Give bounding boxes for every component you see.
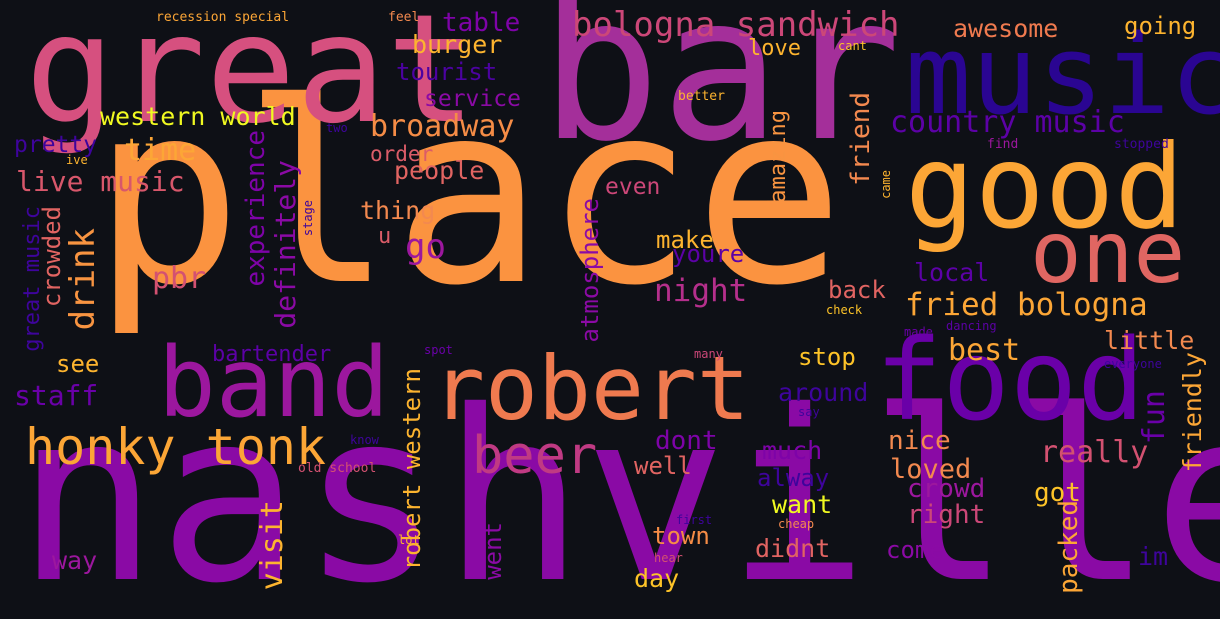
- word-well: well: [634, 452, 692, 480]
- word-local: local: [914, 258, 990, 287]
- word-little: little: [1104, 326, 1195, 355]
- word-staff: staff: [14, 379, 99, 412]
- word-nice: nice: [888, 426, 951, 456]
- word-dont: dont: [655, 426, 718, 456]
- word-amazing: amazing: [766, 110, 791, 203]
- word-visit: visit: [255, 500, 290, 591]
- word-awesome: awesome: [953, 14, 1059, 43]
- word-pretty: pretty: [14, 132, 98, 158]
- word-go: go: [405, 227, 446, 267]
- word-know: know: [350, 433, 379, 447]
- word-order: order: [370, 142, 434, 166]
- word-two: two: [326, 121, 348, 135]
- word-atmosphere: atmosphere: [576, 198, 604, 343]
- word-feel: feel: [388, 10, 420, 25]
- word-much: much: [762, 436, 823, 465]
- word-broadway: broadway: [370, 109, 515, 144]
- word-everyone: everyone: [1104, 357, 1162, 371]
- word-day: day: [634, 564, 680, 593]
- word-night: night: [654, 273, 748, 309]
- word-got: got: [1034, 478, 1081, 508]
- word-definitely: definitely: [269, 160, 302, 329]
- word-drink: drink: [63, 228, 103, 331]
- word-lot: lot: [398, 533, 420, 547]
- word-make: make: [656, 226, 714, 254]
- word-time: time: [124, 133, 197, 168]
- word-nashville: nashville: [16, 360, 1220, 619]
- word-honky-tonk: honky tonk: [25, 418, 327, 476]
- word-stop: stop: [798, 343, 856, 371]
- word-robert: robert: [432, 337, 750, 440]
- word-thing: thing: [360, 196, 436, 225]
- word-come: come: [886, 536, 944, 564]
- word-country-music: country music: [890, 105, 1125, 140]
- word-around: around: [778, 378, 869, 407]
- word-right: right: [907, 500, 986, 530]
- word-went: went: [479, 522, 507, 580]
- word-want: want: [772, 490, 833, 519]
- word-dancing: dancing: [946, 319, 997, 333]
- word-really: really: [1040, 435, 1149, 470]
- word-great: great: [25, 0, 477, 157]
- word-better: better: [678, 89, 725, 104]
- word-place: place: [92, 49, 845, 340]
- word-see: see: [56, 350, 100, 378]
- word-service: service: [424, 86, 521, 112]
- word-experience: experience: [241, 130, 271, 287]
- word-table: table: [442, 8, 521, 38]
- word-people: people: [394, 156, 485, 185]
- word-loved: loved: [890, 454, 972, 485]
- word-check: check: [826, 303, 863, 317]
- word-going: going: [1124, 12, 1197, 40]
- word-stage: stage: [301, 200, 315, 237]
- word-way: way: [52, 546, 98, 575]
- word-burger: burger: [412, 30, 503, 59]
- word-fried-bologna: fried bologna: [905, 287, 1148, 323]
- word-great-music: great music: [20, 206, 45, 352]
- word-good: good: [905, 120, 1185, 255]
- word-pbr: pbr: [152, 261, 207, 296]
- word-first: first: [676, 513, 713, 527]
- word-tourist: tourist: [396, 58, 498, 86]
- word-stopped: stopped: [1114, 137, 1169, 152]
- word-one: one: [1030, 203, 1186, 303]
- word-came: came: [879, 170, 893, 199]
- word-spot: spot: [424, 343, 453, 357]
- word-live-music: live music: [16, 165, 185, 198]
- word-even: even: [605, 174, 661, 200]
- word-didnt: didnt: [755, 534, 831, 563]
- word-love: love: [748, 36, 801, 61]
- word-back: back: [828, 276, 886, 304]
- word-bar: bar: [540, 0, 902, 186]
- word-cheap: cheap: [778, 517, 815, 531]
- word-friendly: friendly: [1178, 352, 1207, 473]
- word-best: best: [948, 333, 1021, 368]
- word-hear: hear: [654, 551, 683, 565]
- word-band: band: [158, 327, 390, 439]
- word-food: food: [875, 316, 1145, 446]
- word-packed: packed: [1054, 500, 1084, 594]
- word-western-world: western world: [100, 102, 296, 131]
- word-im: im: [1138, 542, 1169, 571]
- word-bartender: bartender: [212, 342, 332, 367]
- word-cant: cant: [838, 39, 867, 53]
- word-recession-special: recession special: [156, 10, 290, 25]
- word-many: many: [694, 347, 723, 361]
- word-crowd: crowd: [907, 474, 986, 504]
- word-town: town: [652, 522, 710, 550]
- word-ive: ive: [66, 153, 88, 167]
- word-u: u: [378, 224, 392, 249]
- word-youre: youre: [672, 240, 745, 268]
- word-beer: beer: [472, 426, 598, 486]
- word-old-school: old school: [298, 461, 377, 476]
- word-bologna-sandwich: bologna sandwich: [572, 5, 900, 45]
- word-music: music: [905, 11, 1220, 139]
- word-alway: alway: [757, 464, 830, 492]
- word-find: find: [987, 137, 1019, 152]
- word-made: made: [904, 325, 933, 339]
- word-friend: friend: [846, 92, 876, 186]
- word-say: say: [798, 405, 820, 419]
